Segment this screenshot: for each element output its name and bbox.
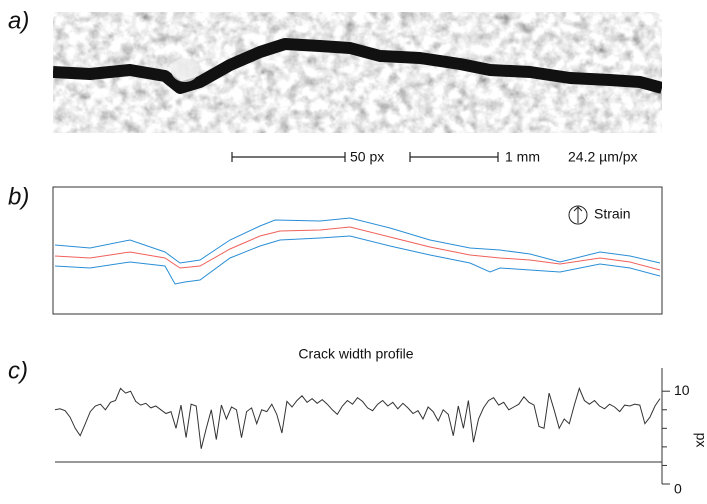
chart-title: Crack width profile: [298, 346, 413, 362]
y-tick-label: 10: [674, 382, 690, 398]
panel-label: c): [8, 357, 28, 384]
strain-arrow: [574, 207, 582, 223]
panel-frame: [53, 187, 662, 314]
width-line: [55, 388, 660, 448]
page: {"panels": {"a": {"label": "a)", "scale_…: [0, 0, 707, 504]
panel-label: a): [8, 7, 29, 34]
y-axis-label: px: [693, 433, 707, 448]
figure: a) 50 px 1 mm 24.2 µm/px b) Strain c) Cr…: [0, 0, 707, 499]
scale-label: 1 mm: [505, 149, 540, 165]
crack-edges: [55, 218, 660, 284]
crack-image: [53, 12, 662, 133]
y-tick-label: 0: [674, 481, 682, 497]
panel-label: b): [8, 183, 29, 210]
legend-label: Strain: [594, 206, 631, 222]
scale-label: 50 px: [350, 149, 384, 165]
resolution-label: 24.2 µm/px: [568, 149, 638, 165]
